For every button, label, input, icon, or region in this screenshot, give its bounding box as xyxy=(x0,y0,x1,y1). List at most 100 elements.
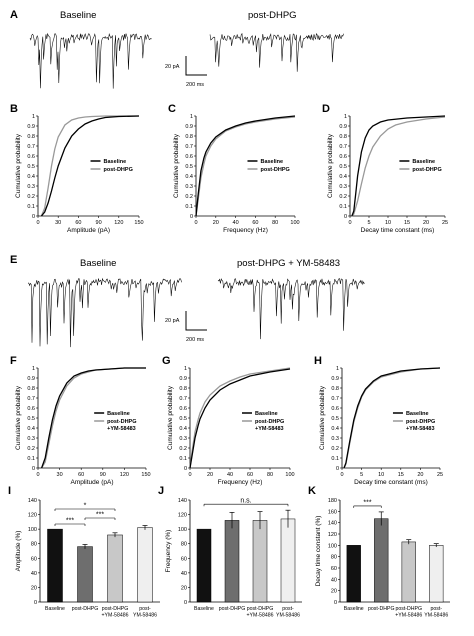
y-tick-label: 0.3 xyxy=(331,436,339,442)
scale-x-e: 200 ms xyxy=(186,337,204,343)
y-tick-label: 0.6 xyxy=(331,406,339,412)
scale-bar-e: 20 pA 200 ms xyxy=(165,311,207,343)
trace-baseline-a xyxy=(29,32,152,89)
y-tick-label: 0.9 xyxy=(27,124,35,130)
y-tick-label: 0.7 xyxy=(179,396,187,402)
trace-dhpg-a xyxy=(209,32,344,72)
y-tick-label: 0.1 xyxy=(27,204,35,210)
trace-path xyxy=(217,278,365,340)
y-axis-label: Cumulative probability xyxy=(327,133,334,198)
y-tick-label: 0.2 xyxy=(27,446,35,452)
y-tick-label: 0.4 xyxy=(339,174,347,180)
x-tick-label: YM-58486 xyxy=(133,613,157,619)
x-tick-label: post-DHPG xyxy=(368,606,395,612)
bar xyxy=(224,520,240,603)
y-tick-label: 0.9 xyxy=(27,376,35,382)
series-line-0 xyxy=(343,367,441,469)
y-tick-label: 0 xyxy=(32,214,35,220)
legend-label: Baseline xyxy=(255,411,278,417)
panel-letter: D xyxy=(322,103,330,115)
bar xyxy=(346,545,361,603)
x-tick-label: 150 xyxy=(141,472,150,478)
y-tick-label: 1 xyxy=(32,366,35,372)
y-tick-label: 100 xyxy=(328,543,337,549)
panel-letter: C xyxy=(168,103,176,115)
y-tick-label: 0.6 xyxy=(339,154,347,160)
y-tick-label: 0.1 xyxy=(331,456,339,462)
y-tick-label: 140 xyxy=(178,498,187,504)
trace-label-dhpg-a: post-DHPG xyxy=(248,10,297,21)
x-tick-label: 20 xyxy=(207,472,213,478)
panel-letter: I xyxy=(8,485,11,497)
significance-label: *** xyxy=(66,518,74,525)
x-tick-label: 10 xyxy=(378,472,384,478)
series-line-1 xyxy=(189,367,291,469)
y-tick-label: 0.5 xyxy=(27,164,35,170)
x-axis-label: Frequency (Hz) xyxy=(218,479,263,486)
y-tick-label: 0.2 xyxy=(179,446,187,452)
y-tick-label: 0.1 xyxy=(339,204,347,210)
bar xyxy=(429,545,444,603)
y-tick-label: 0.5 xyxy=(185,164,193,170)
y-tick-label: 0.1 xyxy=(185,204,193,210)
series-line-0 xyxy=(195,115,296,217)
y-axis-label: Frequency (%) xyxy=(165,530,172,573)
y-tick-label: 0.3 xyxy=(179,436,187,442)
panel-letter: J xyxy=(158,485,164,497)
y-tick-label: 0.2 xyxy=(339,194,347,200)
y-tick-label: 0.2 xyxy=(27,194,35,200)
x-tick-label: +YM-58486 xyxy=(395,613,422,619)
y-tick-label: 0.8 xyxy=(185,134,193,140)
y-tick-label: 140 xyxy=(28,498,37,504)
y-tick-label: 40 xyxy=(31,571,37,577)
y-tick-label: 0.4 xyxy=(185,174,193,180)
y-tick-label: 120 xyxy=(178,513,187,519)
y-tick-label: 1 xyxy=(190,114,193,120)
x-tick-label: 120 xyxy=(114,220,123,226)
bar xyxy=(107,534,123,603)
y-tick-label: 0.4 xyxy=(331,426,339,432)
x-tick-label: 0 xyxy=(36,220,39,226)
x-tick-label: post- xyxy=(430,606,442,612)
bar xyxy=(252,520,268,603)
y-axis-label: Cumulative probability xyxy=(167,385,174,450)
y-tick-label: 0.9 xyxy=(339,124,347,130)
y-tick-label: 0.8 xyxy=(179,386,187,392)
panel-letter: H xyxy=(314,355,322,367)
legend-label: +YM-58483 xyxy=(255,426,284,432)
scale-y-e: 20 pA xyxy=(165,318,180,324)
trace-label-ym-e: post-DHPG + YM-58483 xyxy=(237,258,340,269)
y-tick-label: 0.3 xyxy=(339,184,347,190)
y-tick-label: 80 xyxy=(331,555,337,561)
panel-letter: K xyxy=(308,485,316,497)
x-tick-label: +YM-58486 xyxy=(102,613,129,619)
y-tick-label: 140 xyxy=(328,521,337,527)
panel-letter: F xyxy=(10,355,17,367)
x-tick-label: 60 xyxy=(247,472,253,478)
y-tick-label: 0.6 xyxy=(27,406,35,412)
y-tick-label: 180 xyxy=(328,498,337,504)
legend-label: post-DHPG xyxy=(412,167,441,173)
chart-k: K 0 20 40 60 80 100 120 140 160 180 Decay time cons… xyxy=(308,485,450,619)
x-tick-label: 80 xyxy=(272,220,278,226)
series-line-1 xyxy=(351,116,446,217)
y-tick-label: 0.8 xyxy=(339,134,347,140)
y-tick-label: 120 xyxy=(28,513,37,519)
trace-path xyxy=(27,277,182,348)
chart-h: H00.10.20.30.40.50.60.70.80.910 5 10 15 20 25… xyxy=(314,355,443,486)
y-tick-label: 0.3 xyxy=(27,184,35,190)
x-tick-label: 40 xyxy=(227,472,233,478)
y-tick-label: 0.1 xyxy=(27,456,35,462)
x-tick-label: +YM-58486 xyxy=(247,613,274,619)
y-tick-label: 0 xyxy=(334,600,337,606)
y-tick-label: 0.6 xyxy=(27,154,35,160)
y-tick-label: 60 xyxy=(31,556,37,562)
x-axis-label: Amplitude (pA) xyxy=(67,227,110,234)
series-line-1 xyxy=(41,367,146,469)
y-tick-label: 0.7 xyxy=(339,144,347,150)
trace-label-baseline-e: Baseline xyxy=(80,258,116,269)
x-tick-label: 0 xyxy=(194,220,197,226)
y-tick-label: 0.7 xyxy=(185,144,193,150)
panel-letter: B xyxy=(10,103,18,115)
y-tick-label: 0.6 xyxy=(179,406,187,412)
